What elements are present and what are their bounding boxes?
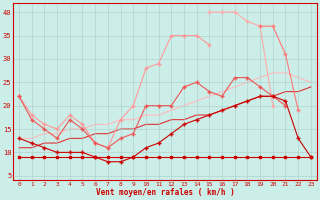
X-axis label: Vent moyen/en rafales ( km/h ): Vent moyen/en rafales ( km/h ) — [96, 188, 234, 197]
